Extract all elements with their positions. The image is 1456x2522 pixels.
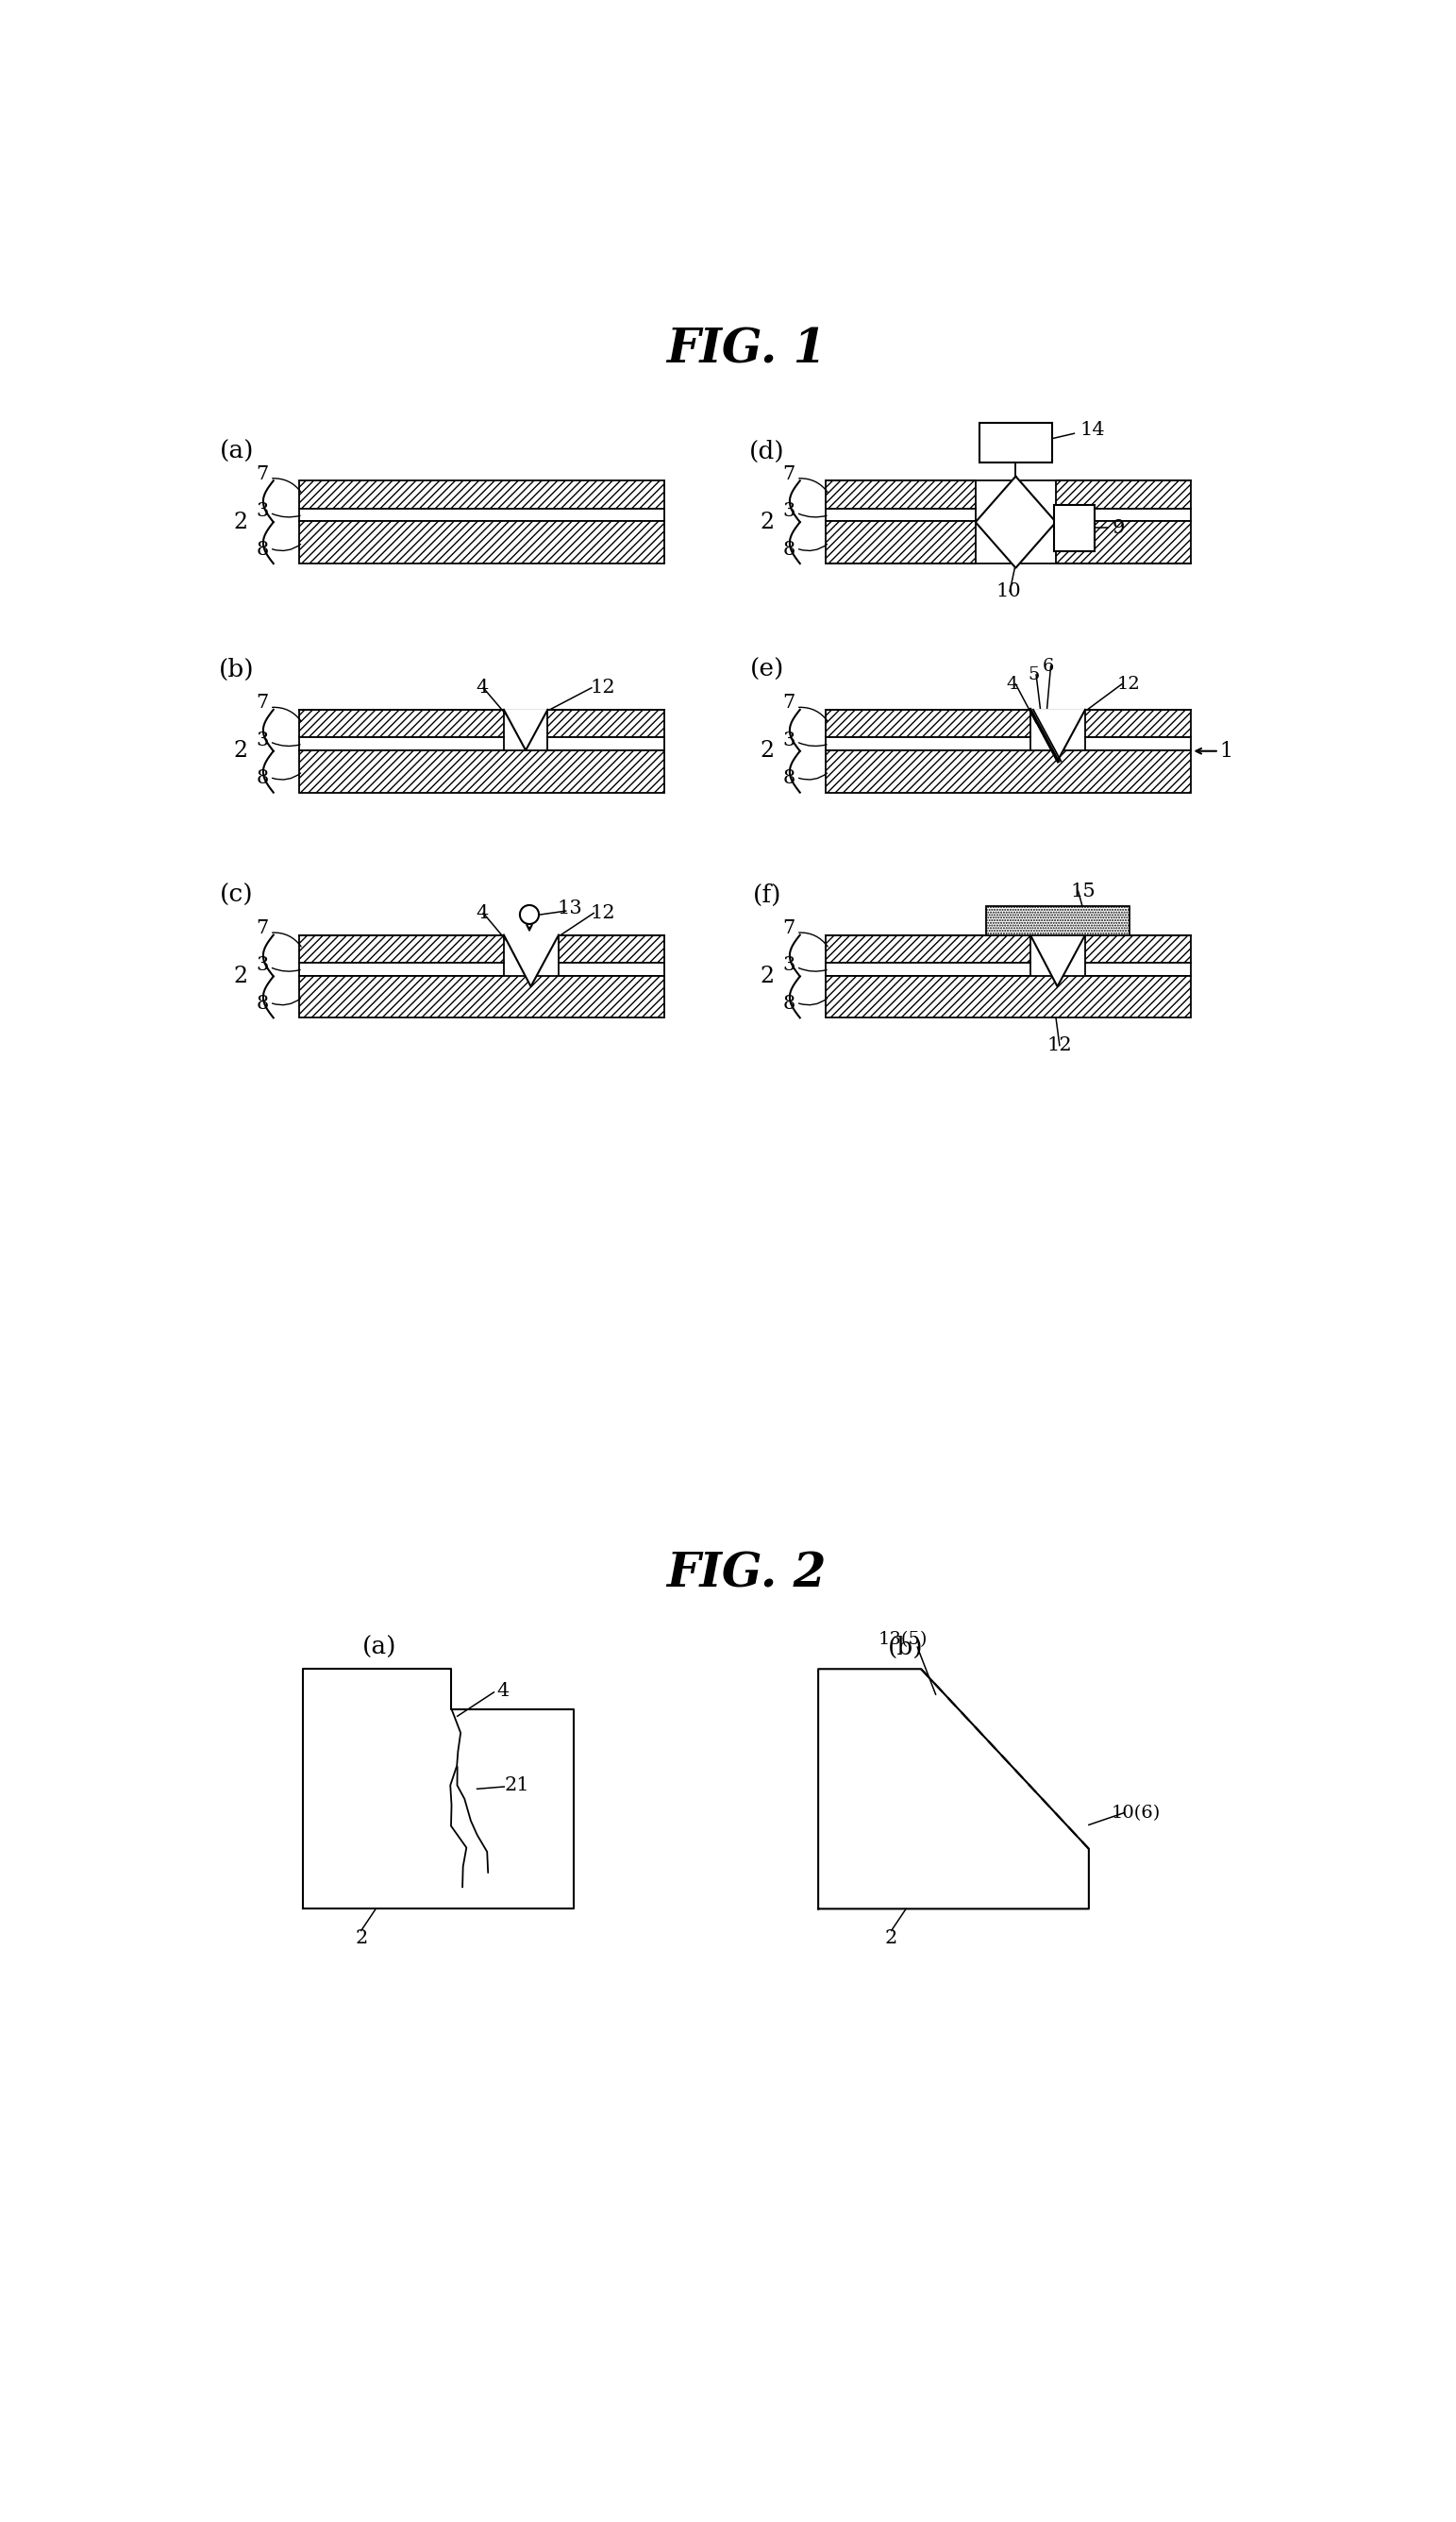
Text: 3: 3 xyxy=(256,731,269,749)
Text: 7: 7 xyxy=(783,694,795,711)
Text: 2: 2 xyxy=(760,739,775,762)
Text: 8: 8 xyxy=(783,540,795,560)
Text: FIG. 2: FIG. 2 xyxy=(667,1551,826,1596)
Text: 2: 2 xyxy=(760,512,775,532)
Text: 7: 7 xyxy=(783,464,795,484)
Polygon shape xyxy=(504,709,547,752)
Bar xyxy=(1056,522,1191,562)
Bar xyxy=(826,963,1031,976)
Text: (a): (a) xyxy=(363,1634,396,1659)
Text: 2: 2 xyxy=(355,1929,367,1947)
Text: 4: 4 xyxy=(496,1682,510,1700)
Polygon shape xyxy=(1031,936,1085,986)
Bar xyxy=(826,522,976,562)
Text: 10: 10 xyxy=(996,583,1021,600)
Bar xyxy=(298,736,504,752)
Bar xyxy=(298,963,504,976)
Bar xyxy=(826,936,1031,963)
Text: 8: 8 xyxy=(256,769,269,787)
Text: 4: 4 xyxy=(476,678,488,696)
Text: 12: 12 xyxy=(590,678,614,696)
Text: 7: 7 xyxy=(256,694,269,711)
Text: 4: 4 xyxy=(476,905,488,923)
Polygon shape xyxy=(504,936,559,986)
Text: (b): (b) xyxy=(888,1634,923,1659)
Text: 8: 8 xyxy=(256,540,269,560)
Bar xyxy=(1056,482,1191,509)
Text: 8: 8 xyxy=(783,769,795,787)
Bar xyxy=(826,709,1031,736)
Text: 12: 12 xyxy=(1117,676,1140,694)
Text: 6: 6 xyxy=(1042,658,1054,673)
Text: 13(5): 13(5) xyxy=(878,1632,927,1649)
Text: 12: 12 xyxy=(590,905,614,923)
Bar xyxy=(298,752,664,792)
Bar xyxy=(298,936,504,963)
Text: 2: 2 xyxy=(885,1929,897,1947)
Bar xyxy=(559,936,664,963)
Bar xyxy=(298,709,504,736)
Text: 4: 4 xyxy=(1006,676,1018,694)
Bar xyxy=(1085,963,1191,976)
Text: (d): (d) xyxy=(750,439,785,464)
Bar xyxy=(547,709,664,736)
Text: 8: 8 xyxy=(256,996,269,1014)
Text: 7: 7 xyxy=(256,921,269,938)
Polygon shape xyxy=(1031,709,1085,762)
Text: (f): (f) xyxy=(753,883,782,908)
Text: 3: 3 xyxy=(256,502,269,520)
Text: (b): (b) xyxy=(218,658,255,681)
Text: (c): (c) xyxy=(220,883,253,908)
Text: 3: 3 xyxy=(783,502,795,520)
Text: FIG. 1: FIG. 1 xyxy=(667,328,826,373)
Bar xyxy=(1054,504,1095,552)
Bar xyxy=(1085,736,1191,752)
Bar xyxy=(826,736,1031,752)
Text: 2: 2 xyxy=(233,512,248,532)
Text: 8: 8 xyxy=(783,996,795,1014)
Bar xyxy=(826,752,1191,792)
Text: 13: 13 xyxy=(558,900,582,918)
Bar xyxy=(298,522,664,562)
Text: 10(6): 10(6) xyxy=(1112,1803,1160,1821)
Text: (a): (a) xyxy=(220,439,253,464)
Text: 14: 14 xyxy=(1080,421,1105,439)
Text: 7: 7 xyxy=(783,921,795,938)
Text: 2: 2 xyxy=(760,966,775,986)
Text: 2: 2 xyxy=(233,966,248,986)
Text: 9: 9 xyxy=(1112,520,1124,537)
Text: 3: 3 xyxy=(783,731,795,749)
Bar xyxy=(1085,936,1191,963)
Text: 12: 12 xyxy=(1047,1037,1072,1054)
Polygon shape xyxy=(976,477,1056,567)
Bar xyxy=(1085,709,1191,736)
Text: 3: 3 xyxy=(783,956,795,973)
Bar xyxy=(298,482,664,509)
Text: 7: 7 xyxy=(256,464,269,484)
Bar xyxy=(547,736,664,752)
Bar xyxy=(978,424,1053,462)
Text: 5: 5 xyxy=(1028,666,1040,683)
Bar xyxy=(826,509,976,522)
Polygon shape xyxy=(818,1670,1089,1909)
Text: (e): (e) xyxy=(750,658,785,681)
Bar xyxy=(986,905,1128,936)
Text: 2: 2 xyxy=(233,739,248,762)
Text: 15: 15 xyxy=(1070,883,1096,900)
Text: 1: 1 xyxy=(1220,741,1233,762)
Polygon shape xyxy=(303,1670,574,1909)
Bar xyxy=(826,482,976,509)
Bar xyxy=(298,509,664,522)
Text: 21: 21 xyxy=(505,1775,530,1793)
Text: 3: 3 xyxy=(256,956,269,973)
Bar xyxy=(1056,509,1191,522)
Bar xyxy=(559,963,664,976)
Bar xyxy=(826,976,1191,1019)
Bar xyxy=(298,976,664,1019)
